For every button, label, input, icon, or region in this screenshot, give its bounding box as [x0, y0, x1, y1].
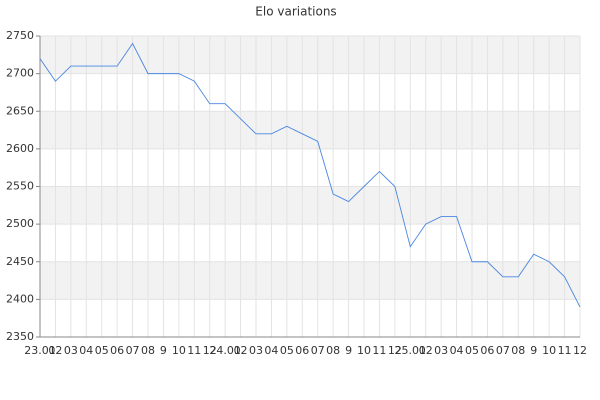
x-tick-label: 9 — [530, 344, 537, 357]
y-tick-label: 2500 — [6, 217, 34, 230]
x-tick-label: 04 — [264, 344, 278, 357]
x-tick-label: 23.01 — [24, 344, 56, 357]
x-tick-label: 02 — [234, 344, 248, 357]
x-tick-label: 12 — [388, 344, 402, 357]
grid-band — [40, 186, 580, 225]
x-tick-label: 03 — [64, 344, 78, 357]
x-tick-label: 10 — [542, 344, 556, 357]
y-tick-label: 2350 — [6, 330, 34, 343]
y-tick-label: 2700 — [6, 67, 34, 80]
x-tick-label: 03 — [249, 344, 263, 357]
x-tick-label: 08 — [511, 344, 525, 357]
grid-band — [40, 36, 580, 74]
x-tick-label: 25.01 — [395, 344, 427, 357]
x-tick-label: 02 — [48, 344, 62, 357]
x-tick-label: 06 — [295, 344, 309, 357]
x-tick-label: 9 — [345, 344, 352, 357]
y-tick-label: 2750 — [6, 29, 34, 42]
x-tick-label: 12 — [203, 344, 217, 357]
x-tick-label: 04 — [450, 344, 464, 357]
x-tick-label: 07 — [311, 344, 325, 357]
x-tick-label: 10 — [172, 344, 186, 357]
line — [39, 42, 581, 308]
x-tick-label: 08 — [141, 344, 155, 357]
grid-band — [40, 111, 580, 149]
x-tick-label: 11 — [372, 344, 386, 357]
x-tick-label: 04 — [79, 344, 93, 357]
x-tick-label: 9 — [160, 344, 167, 357]
x-tick-label: 08 — [326, 344, 340, 357]
y-tick-label: 2400 — [6, 292, 34, 305]
x-tick-label: 03 — [434, 344, 448, 357]
x-tick-label: 02 — [419, 344, 433, 357]
x-tick-label: 24.01 — [209, 344, 241, 357]
x-tick-label: 06 — [110, 344, 124, 357]
x-tick-label: 10 — [357, 344, 371, 357]
x-tick-label: 07 — [126, 344, 140, 357]
x-tick-label: 05 — [95, 344, 109, 357]
x-tick-label: 12 — [573, 344, 587, 357]
y-tick-label: 2650 — [6, 104, 34, 117]
x-tick-label: 11 — [558, 344, 572, 357]
y-tick-label: 2550 — [6, 180, 34, 193]
y-tick-label: 2450 — [6, 255, 34, 268]
grid-band — [40, 261, 580, 300]
x-tick-label: 05 — [280, 344, 294, 357]
x-tick-label: 11 — [187, 344, 201, 357]
y-tick-label: 2600 — [6, 142, 34, 155]
x-tick-label: 05 — [465, 344, 479, 357]
chart-title: Elo variations — [255, 5, 336, 19]
x-tick-label: 06 — [480, 344, 494, 357]
x-tick-label: 07 — [496, 344, 510, 357]
